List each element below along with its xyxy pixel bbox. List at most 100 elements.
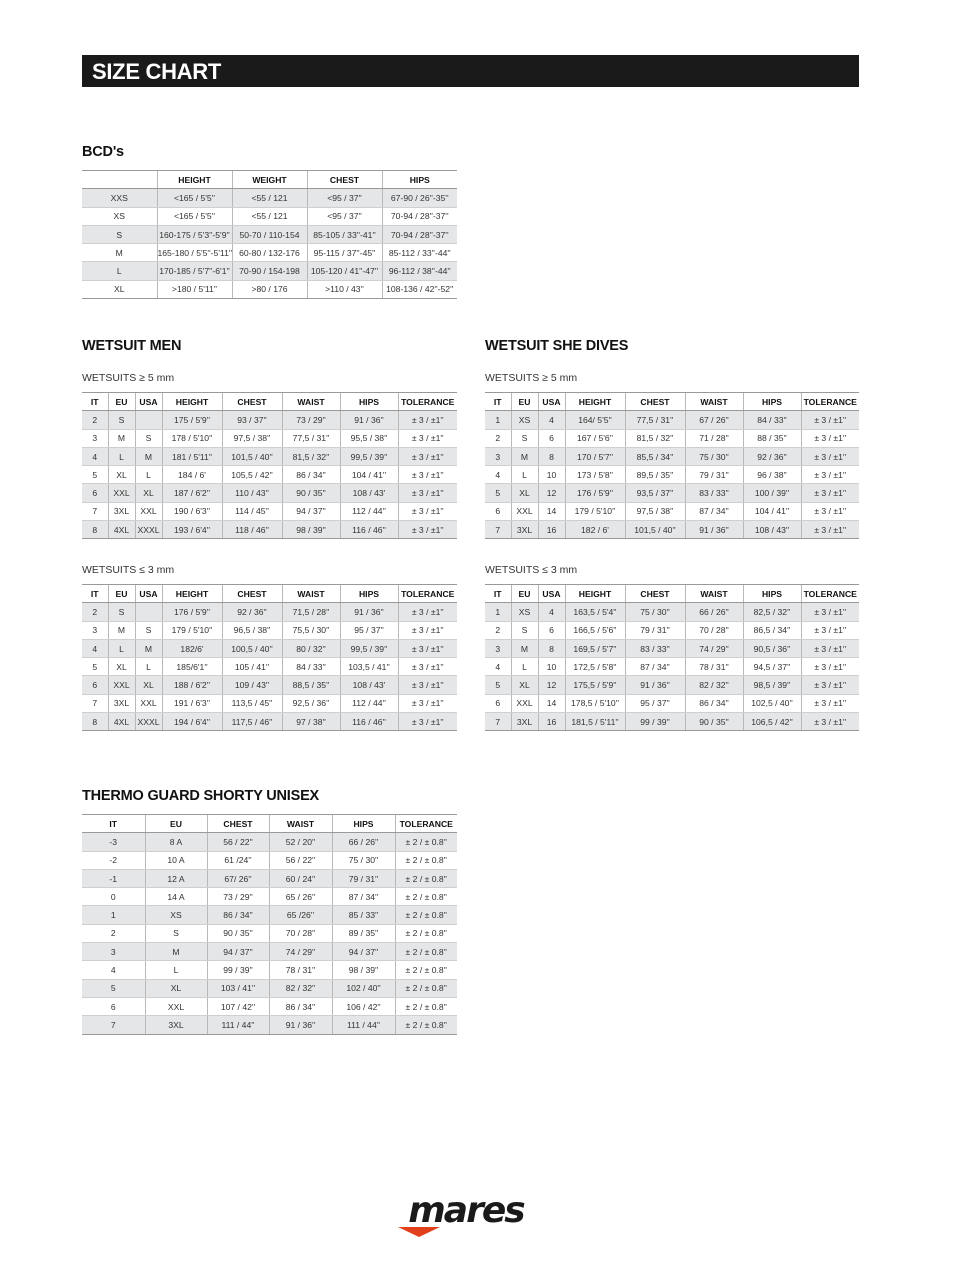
table-cell: 4 (82, 639, 108, 659)
table-cell: 56 / 22'' (268, 851, 332, 870)
table-cell: 83 / 33'' (624, 639, 685, 659)
table-row: 7 3XL XXL 190 / 6'3'' 114 / 45'' 94 / 37'' 112… (82, 502, 457, 522)
table-cell: >110 / 43'' (306, 280, 382, 300)
table-cell: 193 / 6'4'' (161, 520, 222, 540)
table-cell: 100 / 39'' (742, 483, 801, 503)
table-cell: 52 / 20'' (268, 832, 332, 852)
table-cell: XL (510, 675, 538, 695)
table-row: 5 XL L 185/6'1'' 105 / 41'' 84 / 33'' 103,5 / … (82, 657, 457, 677)
table-cell: ± 3 / ±1'' (800, 502, 859, 522)
table-cell: 96 / 38'' (742, 465, 801, 485)
table-cell: ± 3 / ±1'' (397, 675, 457, 695)
table-cell: S (82, 225, 157, 245)
table-cell: 88,5 / 35'' (281, 675, 340, 695)
table-cell: ± 3 / ±1'' (800, 429, 859, 448)
table-cell: 114 / 45'' (221, 502, 282, 522)
table-cell: 104 / 41'' (339, 465, 398, 485)
table-cell: S (134, 429, 162, 448)
svg-text:mares: mares (408, 1190, 525, 1231)
table-cell: ± 2 / ± 0.8'' (394, 1015, 457, 1035)
table-cell: ± 3 / ±1'' (800, 694, 859, 714)
table-cell: 61 /24'' (206, 851, 269, 870)
table-cell: 75 / 30'' (624, 602, 685, 622)
table-cell: 56 / 22'' (206, 832, 269, 852)
table-cell: 1 (485, 602, 511, 622)
table-cell: 179 / 5'10'' (161, 621, 222, 640)
table-cell: L (510, 657, 538, 677)
table-cell: ± 2 / ± 0.8'' (394, 905, 457, 925)
table-cell: 2 (82, 410, 108, 430)
table-cell: 81,5 / 32'' (281, 447, 340, 467)
table-cell: 87 / 34'' (331, 887, 395, 907)
thermo-heading: THERMO GUARD SHORTY UNISEX (82, 788, 320, 804)
table-cell: 6 (537, 429, 565, 448)
column-header: EU (107, 391, 135, 412)
table-cell: 10 (537, 465, 565, 485)
table-row: 0 14 A 73 / 29'' 65 / 26'' 87 / 34'' ± 2 / ± … (82, 887, 457, 907)
wetsuit-she-thin-label: WETSUITS ≤ 3 mm (485, 564, 578, 576)
table-cell: 112 / 44'' (339, 502, 398, 522)
column-header: HIPS (331, 813, 395, 834)
table-cell: S (107, 602, 135, 622)
table-cell: S (134, 621, 162, 640)
table-cell: 10 (537, 657, 565, 677)
table-cell: 190 / 6'3'' (161, 502, 222, 522)
column-header: CHEST (221, 391, 282, 412)
table-cell: 86 / 34'' (206, 905, 269, 925)
table-cell: 106 / 42'' (331, 997, 395, 1017)
table-cell: 109 / 43'' (221, 675, 282, 695)
column-header: USA (537, 391, 565, 412)
table-cell: XXL (107, 483, 135, 503)
column-header: HIPS (742, 391, 801, 412)
table-cell: 86 / 34'' (684, 694, 743, 714)
table-cell: 106,5 / 42'' (742, 712, 801, 732)
table-cell: ± 3 / ±1'' (397, 502, 457, 522)
table-cell: 8 (82, 520, 108, 540)
table-cell: 70 / 28'' (684, 621, 743, 640)
table-cell: 85 / 33'' (331, 905, 395, 925)
table-cell: 99 / 39'' (624, 712, 685, 732)
table-cell: <95 / 37'' (306, 188, 382, 208)
table-cell: 91 / 36'' (339, 410, 398, 430)
table-row: 1 XS 4 163,5 / 5'4'' 75 / 30'' 66 / 26'' 82,5 … (485, 602, 859, 622)
table-cell: 6 (485, 694, 511, 714)
table-cell: 70-94 / 28''-37'' (381, 207, 457, 226)
table-cell: ± 3 / ±1'' (397, 429, 457, 448)
logo-accent-triangle (398, 1227, 440, 1237)
table-cell: 108 / 43'' (742, 520, 801, 540)
table-cell: -1 (82, 869, 145, 889)
table-cell: 92,5 / 36'' (281, 694, 340, 714)
table-cell: 8 A (144, 832, 207, 852)
table-cell: L (144, 960, 207, 980)
table-cell: XXL (134, 694, 162, 714)
table-cell: >180 / 5'11'' (156, 280, 232, 300)
table-cell: 12 A (144, 869, 207, 889)
table-cell: 92 / 36'' (221, 602, 282, 622)
table-cell: XS (510, 410, 538, 430)
table-cell: XL (134, 483, 162, 503)
table-cell: -3 (82, 832, 145, 852)
table-row: 2 S 6 167 / 5'6'' 81,5 / 32'' 71 / 28'' 88 / 3… (485, 429, 859, 448)
column-header: HEIGHT (156, 169, 232, 190)
table-row: 3 M 8 169,5 / 5'7'' 83 / 33'' 74 / 29'' 90,5 /… (485, 639, 859, 659)
table-cell: M (510, 447, 538, 467)
table-cell: XS (510, 602, 538, 622)
table-cell: XXL (510, 502, 538, 522)
table-cell: 184 / 6' (161, 465, 222, 485)
table-cell: 88 / 35'' (742, 429, 801, 448)
table-cell: 12 (537, 483, 565, 503)
table-cell: 14 (537, 502, 565, 522)
table-cell: 101,5 / 40'' (221, 447, 282, 467)
table-row: 1 XS 4 164/ 5'5'' 77,5 / 31'' 67 / 26'' 84 / 3… (485, 410, 859, 430)
table-cell: 4 (537, 602, 565, 622)
table-row: 6 XXL 14 178,5 / 5'10'' 95 / 37'' 86 / 34'' 10… (485, 694, 859, 714)
table-cell: ± 3 / ±1'' (397, 657, 457, 677)
table-cell: 75,5 / 30'' (281, 621, 340, 640)
table-cell: 91 / 36'' (268, 1015, 332, 1035)
table-cell: <165 / 5'5'' (156, 188, 232, 208)
table-cell: M (144, 942, 207, 962)
table-cell: 8 (537, 639, 565, 659)
table-cell: 99,5 / 39'' (339, 639, 398, 659)
column-header: IT (485, 391, 511, 412)
table-cell: 105-120 / 41''-47'' (306, 261, 382, 281)
